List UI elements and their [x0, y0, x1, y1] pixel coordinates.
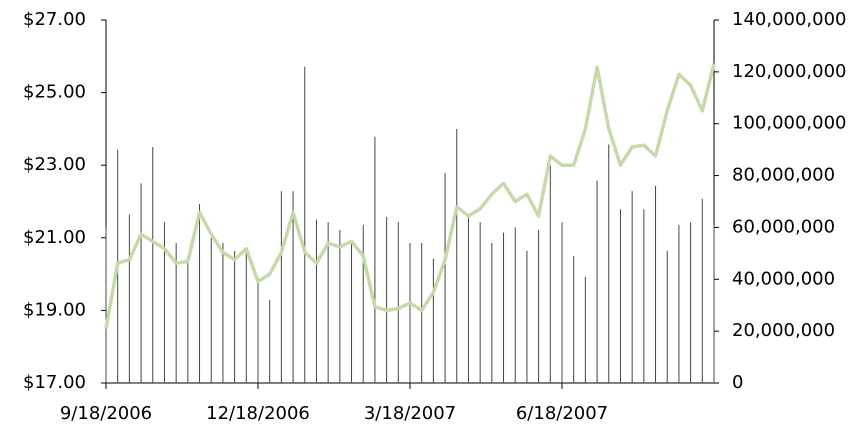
volume-bar: [503, 232, 505, 383]
volume-bar: [456, 128, 458, 383]
y2-tick-label: 100,000,000: [732, 113, 847, 134]
volume-bar: [608, 144, 610, 383]
volume-bar: [479, 222, 481, 383]
volume-bar: [619, 209, 621, 383]
volume-bar: [339, 230, 341, 383]
volume-bar: [292, 191, 294, 383]
volume-bar: [701, 198, 703, 383]
y-tick-label: $27.00: [23, 9, 86, 30]
volume-bar: [643, 209, 645, 383]
volume-bar: [631, 191, 633, 383]
volume-bar: [257, 276, 259, 383]
x-tick-label: 12/18/2006: [206, 403, 310, 424]
volume-bar: [128, 214, 130, 383]
volume-bar: [315, 219, 317, 383]
volume-bar: [491, 242, 493, 383]
volume-bar: [163, 222, 165, 383]
y2-tick-label: 120,000,000: [732, 61, 847, 82]
volume-bar: [351, 240, 353, 383]
y2-tick-label: 0: [732, 372, 743, 393]
volume-bar: [374, 136, 376, 383]
y2-tick-label: 40,000,000: [732, 268, 835, 289]
volume-bar: [327, 222, 329, 383]
volume-bar: [409, 242, 411, 383]
volume-bar: [269, 300, 271, 383]
y-tick-label: $19.00: [23, 299, 86, 320]
volume-bar: [432, 258, 434, 383]
y2-tick-label: 60,000,000: [732, 216, 835, 237]
volume-bar: [199, 204, 201, 383]
volume-bar: [304, 66, 306, 384]
volume-bar: [187, 261, 189, 383]
volume-bar: [549, 165, 551, 383]
volume-bar: [175, 242, 177, 383]
y-tick-label: $25.00: [23, 82, 86, 103]
volume-bar: [655, 185, 657, 383]
y2-tick-label: 20,000,000: [732, 320, 835, 341]
volume-bar: [678, 224, 680, 383]
volume-bar: [152, 147, 154, 383]
volume-bar: [105, 227, 107, 383]
volume-bar: [234, 250, 236, 383]
volume-bar: [421, 242, 423, 383]
volume-bar: [362, 224, 364, 383]
x-tick-label: 3/18/2007: [364, 403, 456, 424]
y2-tick-label: 80,000,000: [732, 165, 835, 186]
volume-bar: [140, 183, 142, 383]
volume-bar: [245, 250, 247, 383]
volume-bar: [713, 224, 715, 383]
volume-bar: [561, 222, 563, 383]
volume-bar: [514, 227, 516, 383]
volume-bar: [280, 191, 282, 383]
volume-bar: [690, 222, 692, 383]
volume-bar: [467, 217, 469, 383]
volume-bar: [596, 180, 598, 383]
volume-bar: [538, 230, 540, 383]
x-tick-label: 6/18/2007: [516, 403, 608, 424]
volume-bar: [666, 250, 668, 383]
volume-bar: [526, 250, 528, 383]
volume-bar: [444, 172, 446, 383]
x-tick-label: 9/18/2006: [60, 403, 152, 424]
volume-bar: [573, 255, 575, 383]
volume-bar: [222, 242, 224, 383]
y-tick-label: $23.00: [23, 154, 86, 175]
price-line: [104, 63, 716, 329]
volume-bar: [584, 276, 586, 383]
y-tick-label: $21.00: [23, 227, 86, 248]
y-tick-label: $17.00: [23, 372, 86, 393]
volume-bar: [386, 217, 388, 383]
volume-bar: [397, 222, 399, 383]
volume-bar: [210, 237, 212, 383]
y2-tick-label: 140,000,000: [732, 9, 847, 30]
